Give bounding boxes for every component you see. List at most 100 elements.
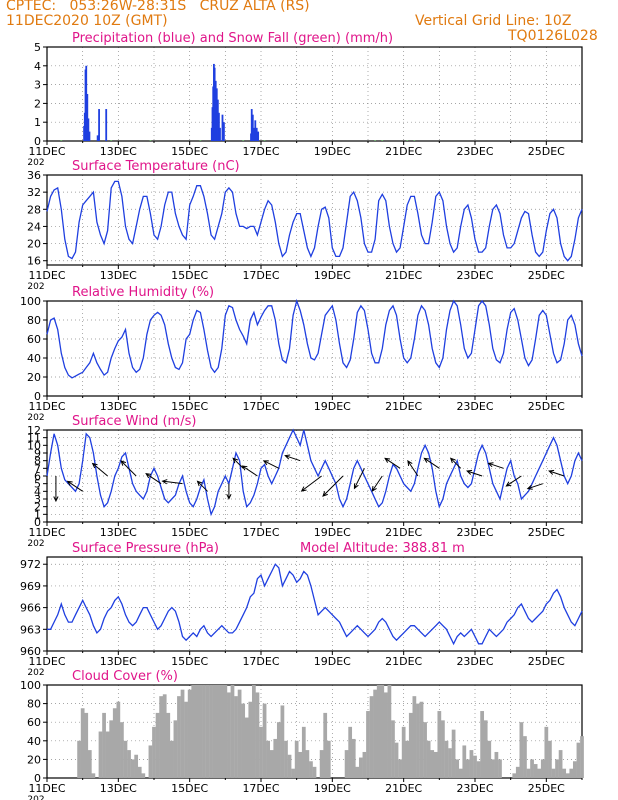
cloud-bar [355, 766, 360, 778]
precip-bar [149, 140, 152, 141]
cloud-bar [369, 696, 374, 778]
cloud-bar [530, 759, 534, 778]
precip-xtick-label: 15DEC [171, 145, 208, 158]
cloud-bar [462, 745, 467, 778]
wind-ytick-label: 4 [34, 485, 41, 498]
humidity-ytick-label: 80 [27, 314, 41, 327]
humidity-xtick-label: 19DEC [314, 400, 351, 413]
wind-xtick-label: 15DEC [171, 526, 208, 539]
cloud-ytick-label: 40 [27, 735, 41, 748]
precip-ytick-label: 4 [34, 60, 41, 73]
cloud-bar [137, 766, 142, 778]
wind-ytick-label: 5 [34, 478, 41, 491]
cloud-ytick-label: 60 [27, 716, 41, 729]
cloud-bar [426, 740, 431, 778]
cloud-bar [476, 761, 481, 778]
cloud-bar [205, 685, 210, 778]
cloud-bar [572, 761, 577, 778]
precip-ytick-label: 2 [34, 97, 41, 110]
wind-ytick-label: 12 [27, 424, 41, 437]
cloud-bar [87, 750, 92, 778]
cloud-bar [437, 711, 442, 778]
cloud-bar [419, 701, 424, 778]
humidity-ytick-label: 60 [27, 333, 41, 346]
humidity-xtick-label: 11DEC [28, 400, 65, 413]
run-datetime: 11DEC2020 10Z (GMT) [6, 13, 168, 29]
precip-bar [87, 118, 90, 141]
humidity-frame [46, 300, 583, 397]
precip-bar [219, 127, 221, 141]
precip-bar [257, 131, 260, 141]
cloud-title: Cloud Cover (%) [72, 669, 178, 684]
cloud-bar [173, 720, 178, 778]
cloud-bar [91, 773, 96, 778]
cloud-bar [519, 722, 524, 778]
cloud-bar [490, 759, 495, 778]
precip-bar [88, 131, 91, 141]
wind-ytick-label: 6 [34, 470, 41, 483]
cloud-bar [448, 748, 452, 778]
temperature-xtick-label: 21DEC [385, 269, 422, 282]
cloud-bar [301, 726, 306, 778]
cloud-bar [423, 722, 427, 778]
wind-vector-arrow [526, 483, 543, 490]
cloud-bar [323, 712, 328, 778]
temperature-ytick-label: 16 [27, 255, 41, 268]
cloud-bar [498, 759, 502, 778]
cloud-bar [565, 773, 570, 778]
precip-bar [218, 112, 220, 141]
precip-bar [105, 109, 108, 141]
cloud-bar [241, 703, 246, 778]
cloud-bar [162, 694, 167, 778]
pressure-xtick-year: 202 [27, 668, 44, 678]
cloud-bar [84, 712, 89, 778]
cloud-bar [284, 740, 288, 778]
humidity-ytick-label: 0 [34, 390, 41, 403]
wind-vector-arrow [145, 473, 162, 485]
pressure-xtick-label: 19DEC [314, 655, 351, 668]
cloud-bar [109, 720, 114, 778]
cloud-bar [98, 731, 103, 778]
precip-bar [96, 135, 99, 141]
cloud-bar [433, 751, 438, 778]
cloud-bar [444, 740, 449, 778]
precip-bar [199, 140, 202, 141]
wind-vector-arrow [262, 460, 280, 469]
cloud-panel: 0 20 40 60 80 100 11DEC 13DEC 15DEC 17DEC 19DEC 21D… [20, 669, 584, 800]
cloud-bar [194, 685, 199, 778]
humidity-xtick-label: 21DEC [385, 400, 422, 413]
cloud-bar [544, 726, 549, 778]
cloud-bar [155, 712, 160, 778]
precip-ytick-label: 5 [34, 41, 41, 54]
precip-bar [85, 65, 88, 141]
pressure-xtick-label: 17DEC [242, 655, 279, 668]
cloud-bar [298, 751, 303, 778]
wind-xtick-label: 25DEC [528, 526, 565, 539]
cloud-bar [169, 740, 174, 778]
wind-vector-arrow [241, 465, 258, 477]
cloud-bar [351, 738, 356, 778]
cloud-bar [273, 738, 278, 778]
wind-vector-arrow [423, 457, 440, 469]
cloud-bar [391, 720, 395, 778]
cloud-bar [515, 766, 520, 778]
cloud-bar [180, 689, 185, 778]
wind-vector-arrow [91, 462, 108, 477]
humidity-xtick-label: 13DEC [100, 400, 137, 413]
cloud-bar [576, 742, 581, 778]
wind-vector-arrow [505, 475, 522, 487]
cloud-bar [473, 755, 477, 778]
cloud-bar [373, 689, 378, 778]
pressure-series-line [47, 563, 583, 646]
pressure-xtick-label: 23DEC [456, 655, 493, 668]
cloud-bar [455, 759, 460, 778]
cloud-bar [255, 692, 260, 778]
cloud-bar [177, 696, 181, 778]
temperature-ytick-label: 36 [27, 169, 41, 182]
temperature-xtick-label: 25DEC [528, 269, 565, 282]
cloud-bar [191, 685, 196, 778]
wind-vector-arrow [66, 480, 83, 492]
pressure-frame [46, 556, 583, 652]
cloud-bar [555, 759, 559, 778]
